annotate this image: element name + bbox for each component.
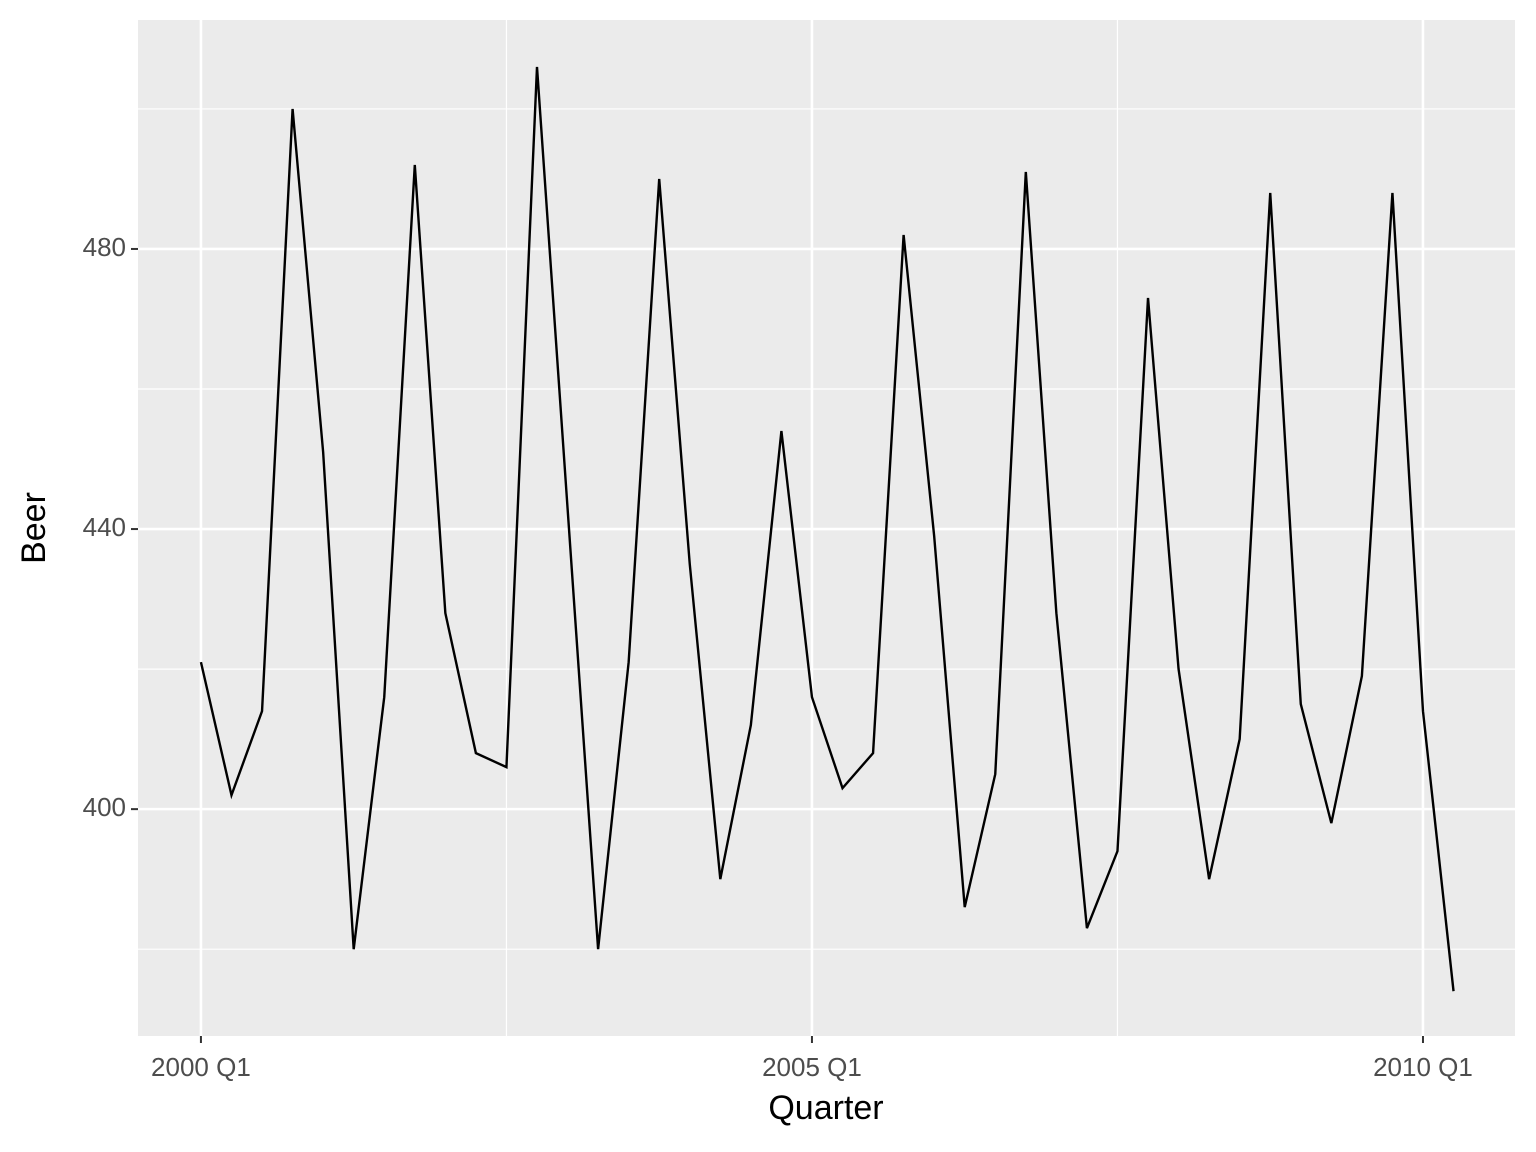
data-line — [199, 66, 1455, 992]
y-axis-title: Beer — [15, 492, 53, 564]
y-tick-label: 400 — [83, 792, 126, 822]
y-tick-label: 480 — [83, 232, 126, 262]
x-tick-label: 2000 Q1 — [151, 1052, 251, 1082]
x-axis-title: Quarter — [768, 1089, 883, 1127]
x-tick-label: 2005 Q1 — [762, 1052, 862, 1082]
x-tick-label: 2010 Q1 — [1373, 1052, 1473, 1082]
y-tick-label: 440 — [83, 512, 126, 542]
